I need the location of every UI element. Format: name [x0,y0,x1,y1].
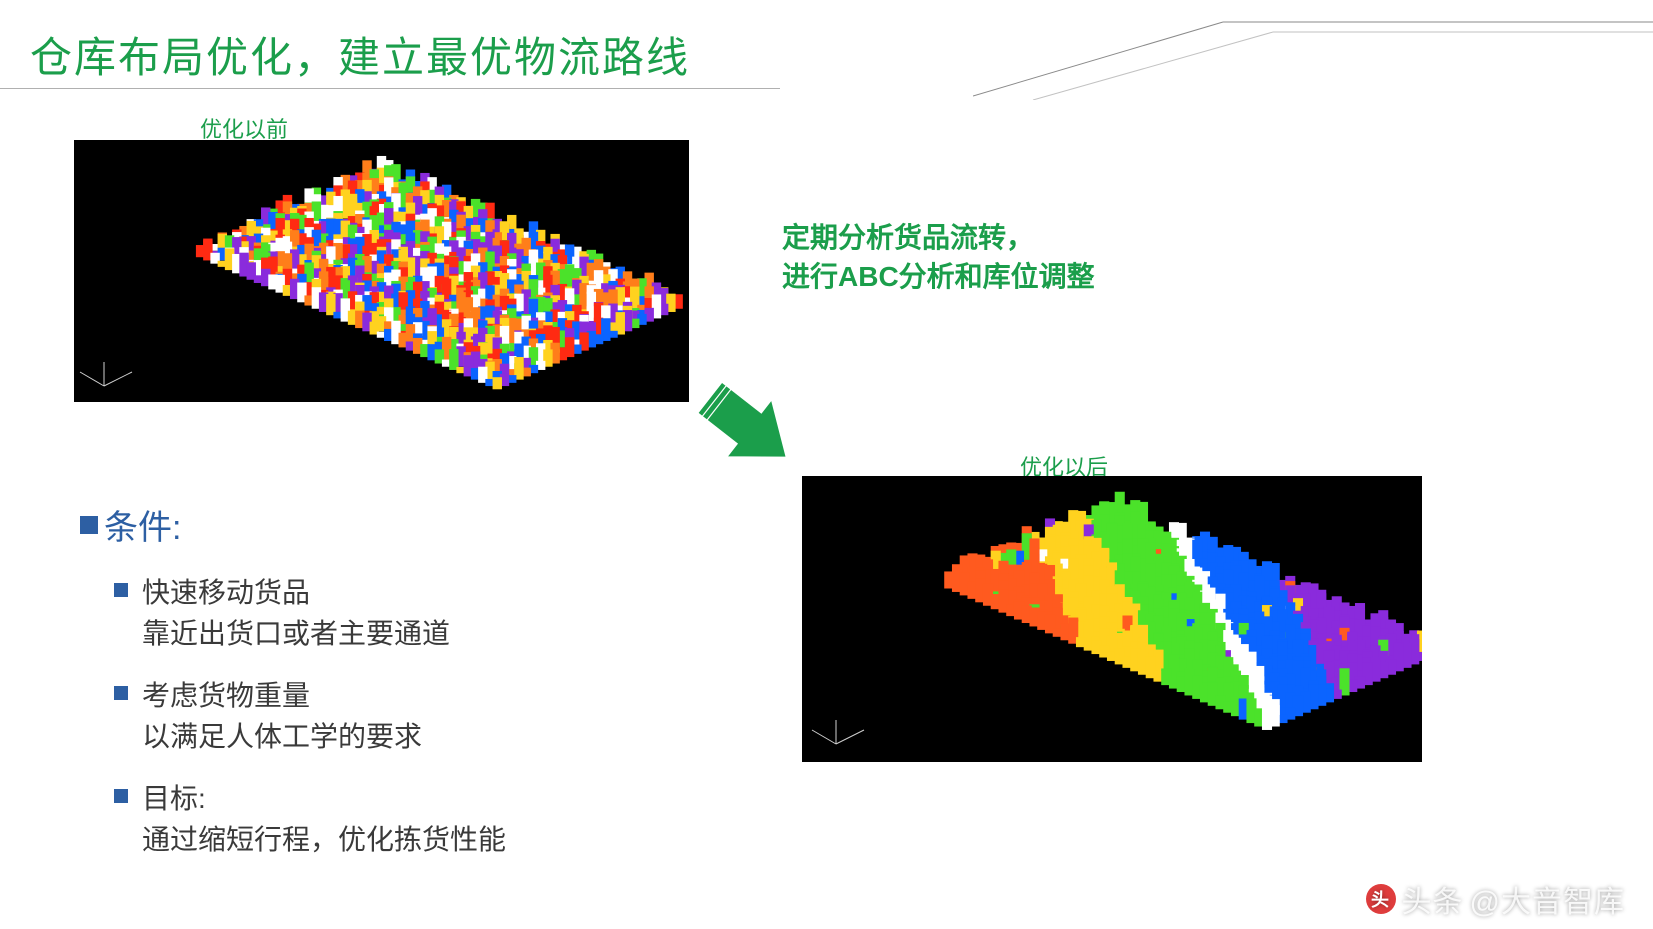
conditions-heading: 条件: [80,500,720,549]
bullet-text: 快速移动货品靠近出货口或者主要通道 [142,573,450,654]
square-bullet-icon [114,686,128,700]
analysis-line-2: 进行ABC分析和库位调整 [782,257,1095,296]
conditions-section: 条件: 快速移动货品靠近出货口或者主要通道考虑货物重量以满足人体工学的要求目标:… [80,500,720,883]
square-bullet-icon [114,583,128,597]
bullet-text: 目标:通过缩短行程，优化拣货性能 [142,779,506,860]
analysis-line-1: 定期分析货品流转， [782,218,1095,257]
square-bullet-icon [80,516,98,534]
bullet-item: 快速移动货品靠近出货口或者主要通道 [114,573,720,654]
analysis-note: 定期分析货品流转， 进行ABC分析和库位调整 [782,218,1095,296]
watermark-text: @大音智库 [1470,877,1625,921]
warehouse-viz-after [802,476,1422,762]
bullet-item: 考虑货物重量以满足人体工学的要求 [114,676,720,757]
page-title: 仓库布局优化，建立最优物流路线 [30,24,690,85]
watermark-logo-icon: 头 [1366,884,1396,914]
title-underline [0,88,780,89]
warehouse-viz-before [74,140,689,402]
square-bullet-icon [114,789,128,803]
bullet-item: 目标:通过缩短行程，优化拣货性能 [114,779,720,860]
watermark: 头 头条 @大音智库 [1366,877,1625,921]
title-diagonal-decoration [973,20,1653,100]
watermark-prefix: 头条 [1402,877,1464,921]
conditions-heading-text: 条件: [104,500,181,549]
bullet-text: 考虑货物重量以满足人体工学的要求 [142,676,422,757]
arrow-icon [680,370,810,480]
